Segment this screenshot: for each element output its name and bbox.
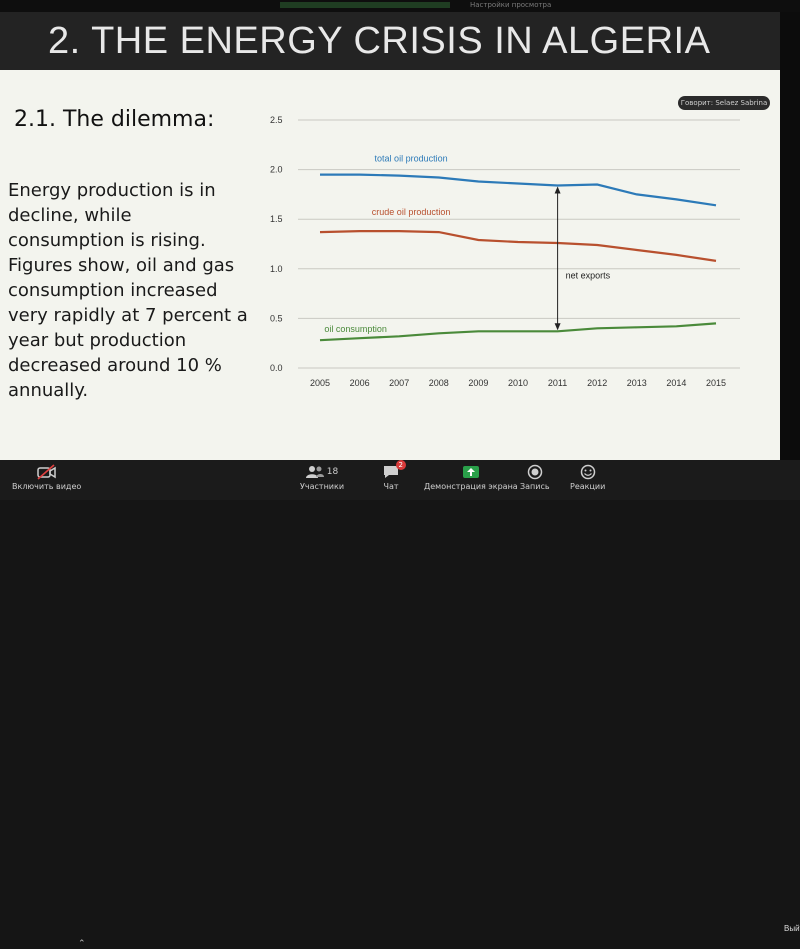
video-options-chevron-icon[interactable]: ⌃ [78,938,86,948]
y-tick-label: 2.0 [270,165,283,175]
chat-icon [384,466,398,478]
reactions-label: Реакции [570,482,606,491]
body-line: very rapidly at 7 percent a [8,305,248,326]
net-exports-label: net exports [566,270,611,280]
reactions-icon [580,464,595,480]
record-button[interactable]: Запись [520,462,550,491]
x-tick-label: 2010 [508,378,528,388]
slide-body-text: Energy production is in decline, while c… [8,178,278,403]
shared-slide: 2. THE ENERGY CRISIS IN ALGERIA 2.1. The… [0,12,780,460]
participants-label: Участники [300,482,345,491]
slide-subheading: 2.1. The dilemma: [14,107,215,132]
body-line: Energy production is in [8,180,216,201]
meeting-toolbar: Включить видео ⌃ 18 Участники 2 Чат [0,460,800,948]
series-line [319,230,717,262]
series-label: oil consumption [324,324,387,334]
participants-button[interactable]: 18 Участники [300,462,344,491]
share-screen-icon [462,466,479,478]
series-line [320,173,717,207]
participants-count: 18 [326,467,339,477]
y-tick-label: 2.5 [270,115,283,125]
body-line: decreased around 10 % [8,355,222,376]
chat-label: Чат [383,482,399,491]
exit-button[interactable]: Выйти [784,924,800,933]
slide-title: 2. THE ENERGY CRISIS IN ALGERIA [48,20,711,62]
y-tick-label: 0.5 [270,313,283,323]
body-line: consumption is rising. [8,230,206,251]
x-tick-label: 2014 [666,378,686,388]
x-tick-label: 2012 [587,378,607,388]
x-tick-label: 2015 [706,378,726,388]
net-exports-arrow-head-down [554,323,561,331]
x-tick-label: 2007 [389,378,409,388]
video-toggle-label: Включить видео [12,482,82,491]
body-line: consumption increased [8,280,218,301]
video-toggle-button[interactable]: Включить видео [12,462,81,491]
share-icon-wrap [462,462,480,482]
record-icon-wrap [527,462,543,482]
y-tick-label: 1.0 [270,264,283,274]
y-tick-label: 1.5 [270,214,283,224]
y-tick-label: 0.0 [270,363,283,373]
right-edge-strip [780,12,800,460]
body-line: decline, while [8,205,132,226]
browser-notice-bar [280,2,450,8]
title-band: 2. THE ENERGY CRISIS IN ALGERIA [0,12,780,70]
record-icon [527,464,543,480]
reactions-icon-wrap [580,462,596,482]
x-tick-label: 2005 [310,378,330,388]
net-exports-arrow-head-up [554,186,561,194]
series-label: total oil production [375,154,448,164]
x-tick-label: 2006 [350,378,370,388]
body-line: year but production [8,330,187,351]
share-screen-label: Демонстрация экрана [424,482,518,491]
share-screen-button[interactable]: Демонстрация экрана [424,462,518,491]
series-label: crude oil production [372,207,451,217]
oil-production-chart: 0.0 0.5 1.0 1.5 2.0 2.5 2005 2006 2007 2008 2009 20… [268,100,748,400]
body-line: Figures show, oil and gas [8,255,235,276]
speaker-overlay: Говорит: Selaez Sabrina [678,96,770,110]
series-line [319,322,717,342]
x-tick-label: 2013 [627,378,647,388]
chat-badge: 2 [395,460,406,470]
view-settings-link[interactable]: Настройки просмотра [470,1,552,9]
participants-icon [305,466,324,478]
body-line: annually. [8,380,89,401]
chat-icon-wrap: 2 [382,460,406,482]
participants-icon-wrap: 18 [305,462,339,482]
reactions-button[interactable]: Реакции [570,462,605,491]
chart-svg: 0.0 0.5 1.0 1.5 2.0 2.5 2005 2006 2007 2008 2009 20… [270,115,740,388]
x-tick-label: 2009 [468,378,488,388]
video-off-icon [36,462,58,482]
browser-top-bar: Настройки просмотра [0,0,800,12]
x-tick-label: 2011 [548,378,567,388]
chat-button[interactable]: 2 Чат [382,460,406,491]
record-label: Запись [520,482,550,491]
x-tick-label: 2008 [429,378,449,388]
